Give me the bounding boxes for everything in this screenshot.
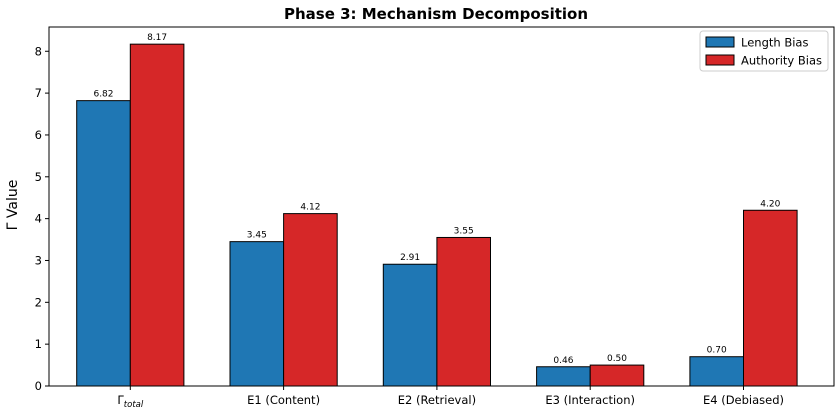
plot-area: 6.82 3.45 2.91 0.46 0.70 8.17 4.12 3.55 0.50 4.20…	[35, 26, 835, 410]
x-tick-label-3: E3 (Interaction)	[545, 393, 635, 407]
bar-authority-bias-0	[129, 43, 185, 387]
y-axis-label: Γ Value	[5, 180, 21, 231]
x-tick-label-1: E1 (Content)	[247, 393, 320, 407]
x-tick-label-base-1: E1 (Content)	[247, 393, 320, 407]
data-label-length-bias-4: 0.70	[707, 346, 727, 356]
chart-title: Phase 3: Mechanism Decomposition	[284, 5, 588, 23]
y-tick-label-0: 0	[35, 379, 42, 393]
x-tick-label-base-3: E3 (Interaction)	[545, 393, 635, 407]
y-tick-label-1: 1	[35, 337, 42, 351]
legend-swatch-length-bias	[705, 36, 735, 48]
bar-length-bias-3	[536, 366, 591, 387]
bar-length-bias-0	[76, 100, 131, 387]
legend-label-authority-bias: Authority Bias	[741, 54, 822, 68]
bar-authority-bias-1	[283, 213, 338, 387]
bar-authority-bias-2	[436, 236, 491, 387]
y-tick-label-3: 3	[35, 253, 42, 267]
bar-length-bias-4	[689, 356, 745, 387]
x-tick-label-subscript-0: total	[124, 400, 144, 410]
data-label-authority-bias-2: 3.55	[454, 226, 474, 236]
y-tick-label-8: 8	[35, 44, 42, 58]
legend-swatch-authority-bias	[705, 54, 735, 66]
bar-authority-bias-3	[589, 364, 645, 387]
y-tick-label-2: 2	[35, 295, 42, 309]
y-tick-label-7: 7	[35, 86, 42, 100]
x-tick-label-base-0: Γ	[117, 393, 124, 407]
y-tick-label-6: 6	[35, 128, 42, 142]
bar-authority-bias-4	[743, 209, 798, 387]
x-tick-label-2: E2 (Retrieval)	[398, 393, 476, 407]
data-label-authority-bias-3: 0.50	[607, 354, 627, 364]
data-label-length-bias-2: 2.91	[400, 253, 420, 263]
data-label-authority-bias-1: 4.12	[300, 203, 320, 213]
legend: Length Bias Authority Bias	[699, 30, 829, 72]
y-tick-label-4: 4	[35, 212, 42, 226]
x-tick-label-4: E4 (Debiased)	[703, 393, 784, 407]
data-label-authority-bias-0: 8.17	[147, 33, 167, 43]
x-tick-label-base-4: E4 (Debiased)	[703, 393, 784, 407]
y-tick-label-5: 5	[35, 170, 42, 184]
legend-label-length-bias: Length Bias	[741, 36, 808, 50]
x-tick-label-base-2: E2 (Retrieval)	[398, 393, 476, 407]
data-label-length-bias-3: 0.46	[553, 356, 573, 366]
axes-frame	[48, 26, 835, 387]
bar-length-bias-2	[382, 263, 438, 387]
data-label-length-bias-1: 3.45	[247, 231, 267, 241]
x-tick-label-0: Γtotal	[117, 393, 143, 410]
data-label-authority-bias-4: 4.20	[760, 199, 780, 209]
data-label-length-bias-0: 6.82	[93, 90, 113, 100]
bar-length-bias-1	[229, 241, 285, 387]
